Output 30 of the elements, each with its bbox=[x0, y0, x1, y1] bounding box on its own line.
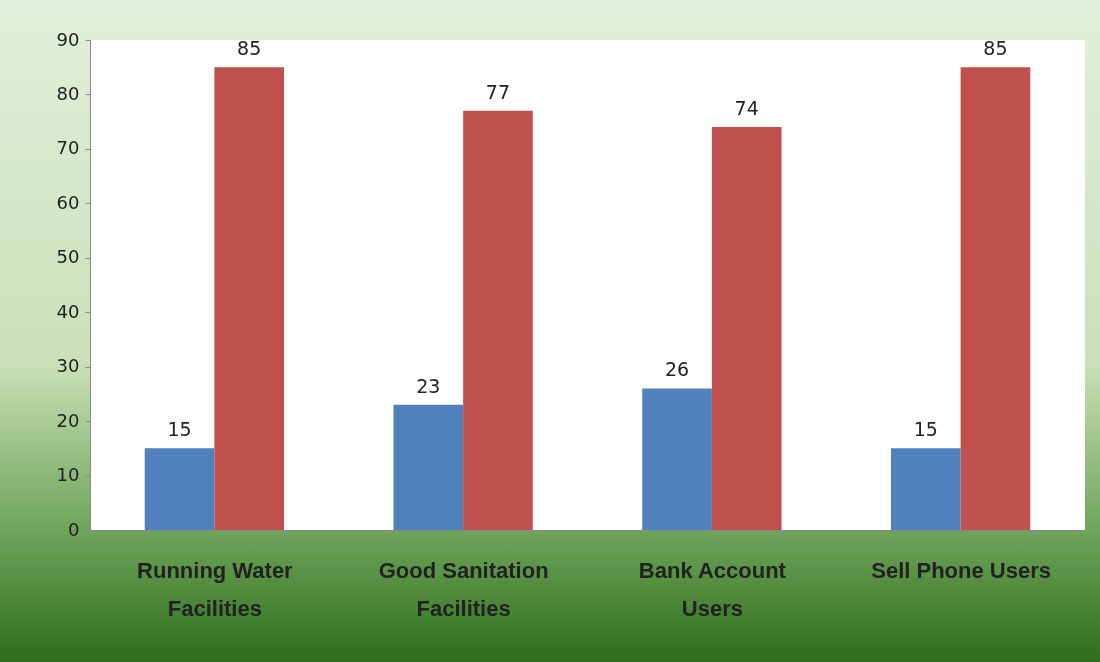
y-tick-label: 90 bbox=[56, 28, 80, 50]
bar bbox=[960, 67, 1031, 530]
data-label: 74 bbox=[734, 97, 759, 120]
x-tick-label: Sell Phone Users bbox=[871, 557, 1051, 583]
y-tick-label: 10 bbox=[56, 464, 80, 486]
data-label: 23 bbox=[416, 374, 441, 397]
x-tick-label: Running Water Facilities bbox=[137, 557, 294, 621]
y-tick-label: 40 bbox=[56, 300, 80, 322]
data-label: 85 bbox=[983, 37, 1008, 60]
bar bbox=[144, 448, 215, 530]
bar bbox=[214, 67, 285, 530]
data-label: 85 bbox=[237, 37, 262, 60]
y-tick-label: 0 bbox=[68, 518, 80, 540]
y-tick-label: 70 bbox=[56, 137, 80, 159]
y-tick-label: 50 bbox=[56, 246, 80, 268]
data-label: 26 bbox=[664, 358, 690, 381]
bar bbox=[393, 404, 464, 530]
y-tick-label: 60 bbox=[56, 191, 80, 213]
y-tick-label: 80 bbox=[56, 82, 80, 104]
data-label: 77 bbox=[485, 80, 511, 103]
bar bbox=[890, 448, 961, 530]
x-tick-label: Bank Account Users bbox=[638, 557, 787, 621]
data-label: 15 bbox=[167, 418, 192, 441]
x-tick-label: Good Sanitation Facilities bbox=[378, 557, 549, 621]
y-tick-label: 30 bbox=[56, 355, 80, 377]
bar bbox=[463, 110, 533, 530]
data-label: 15 bbox=[913, 418, 938, 441]
bar bbox=[642, 388, 712, 530]
y-tick-label: 20 bbox=[56, 409, 80, 431]
bar bbox=[711, 127, 782, 530]
